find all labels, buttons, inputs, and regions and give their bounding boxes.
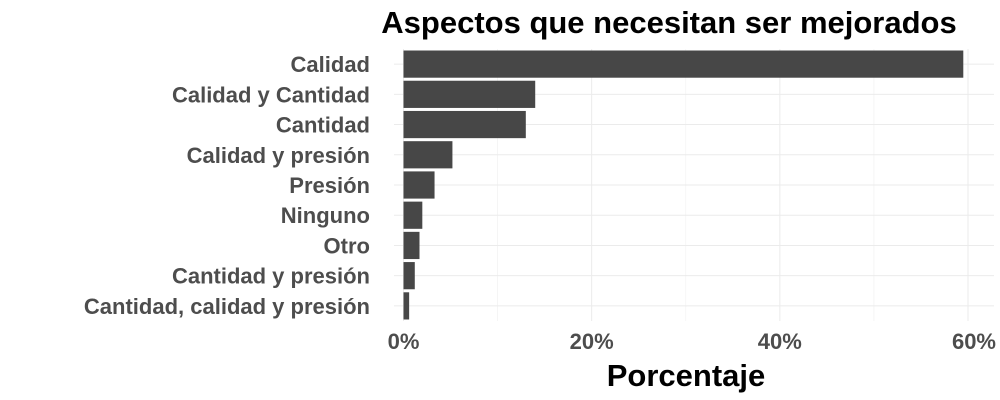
bar: [403, 171, 435, 199]
grid-lines: [394, 49, 994, 321]
x-tick-label: 60%: [952, 329, 996, 354]
bar: [403, 231, 420, 260]
bar: [403, 201, 423, 229]
category-label: Cantidad, calidad y presión: [84, 294, 370, 319]
bar: [403, 262, 415, 290]
bar: [403, 80, 536, 108]
x-tick-labels: 0% 20% 40% 60%: [388, 329, 996, 354]
bar: [403, 110, 526, 139]
bar: [403, 141, 453, 169]
x-axis-title: Porcentaje: [607, 358, 766, 393]
category-label: Calidad y Cantidad: [172, 82, 370, 107]
chart-title: Aspectos que necesitan ser mejorados: [381, 5, 956, 40]
category-label: Cantidad: [276, 113, 370, 138]
category-label: Calidad: [291, 52, 370, 77]
bar: [403, 50, 964, 78]
category-labels: Calidad Calidad y Cantidad Cantidad Calidad…: [84, 52, 370, 319]
category-label: Cantidad y presión: [172, 264, 370, 289]
bar: [403, 292, 410, 320]
category-label: Calidad y presión: [187, 143, 370, 168]
x-tick-label: 20%: [570, 329, 614, 354]
category-label: Ninguno: [281, 203, 370, 228]
bars: [403, 50, 964, 320]
category-label: Otro: [324, 233, 370, 258]
category-label: Presión: [289, 173, 370, 198]
x-tick-label: 0%: [388, 329, 420, 354]
x-tick-label: 40%: [758, 329, 802, 354]
